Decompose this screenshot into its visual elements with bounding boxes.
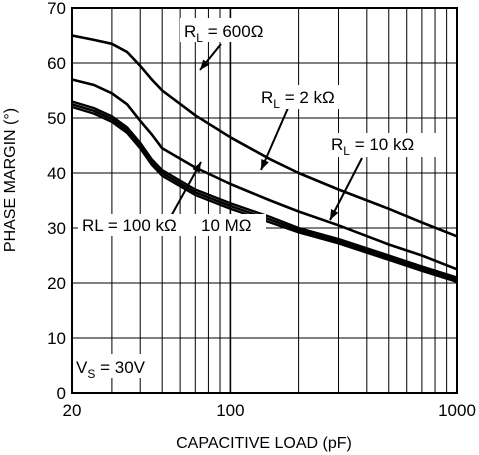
x-axis-title: CAPACITIVE LOAD (pF): [176, 435, 352, 452]
label-rl600: RL = 600Ω: [184, 22, 263, 45]
y-tick-label: 50: [47, 109, 66, 128]
annotation-arrowhead: [200, 59, 210, 70]
label-rl100k-bg: [78, 214, 266, 236]
y-axis-title: PHASE MARGIN (°): [2, 108, 19, 252]
label-rl100k: RL = 100 kΩ: [82, 216, 177, 235]
annotation-arrow-line: [260, 107, 289, 171]
label-rl2k: RL = 2 kΩ: [261, 88, 335, 111]
y-tick-label: 30: [47, 219, 66, 238]
y-tick-label: 0: [57, 384, 66, 403]
annotation-arrowhead: [192, 162, 201, 173]
x-tick-label: 1000: [438, 401, 476, 420]
annotation-arrow-line: [329, 157, 363, 221]
plot-frame: [71, 7, 458, 394]
series-line: [71, 100, 458, 279]
annotation-arrowhead: [261, 159, 269, 170]
label-vs: VS = 30V: [76, 358, 146, 381]
y-tick-label: 10: [47, 329, 66, 348]
label-rl10k: RL = 10 kΩ: [331, 135, 414, 158]
x-tick-label: 20: [63, 401, 82, 420]
annotation-arrows: [169, 43, 363, 221]
series-line: [71, 34, 458, 238]
y-tick-label: 60: [47, 54, 66, 73]
y-tick-label: 40: [47, 164, 66, 183]
y-tick-labels: 0 10 20 30 40 50 60 70: [47, 0, 66, 403]
series-line: [71, 105, 458, 284]
annotation-arrowhead: [330, 209, 339, 220]
curves: [71, 34, 458, 284]
label-vs-bg: [73, 354, 159, 378]
x-tick-label: 100: [216, 401, 244, 420]
y-tick-label: 70: [47, 0, 66, 18]
series-line: [71, 103, 458, 281]
label-rl10k-bg: [327, 133, 437, 157]
label-r10m: 10 MΩ: [201, 216, 252, 235]
label-rl600-bg: [180, 18, 282, 42]
label-rl2k-bg: [258, 85, 356, 109]
y-tick-label: 20: [47, 274, 66, 293]
x-tick-labels: 20 100 1000: [63, 401, 476, 420]
annotation-arrow-line: [169, 161, 202, 219]
grid-lines: [72, 8, 457, 393]
